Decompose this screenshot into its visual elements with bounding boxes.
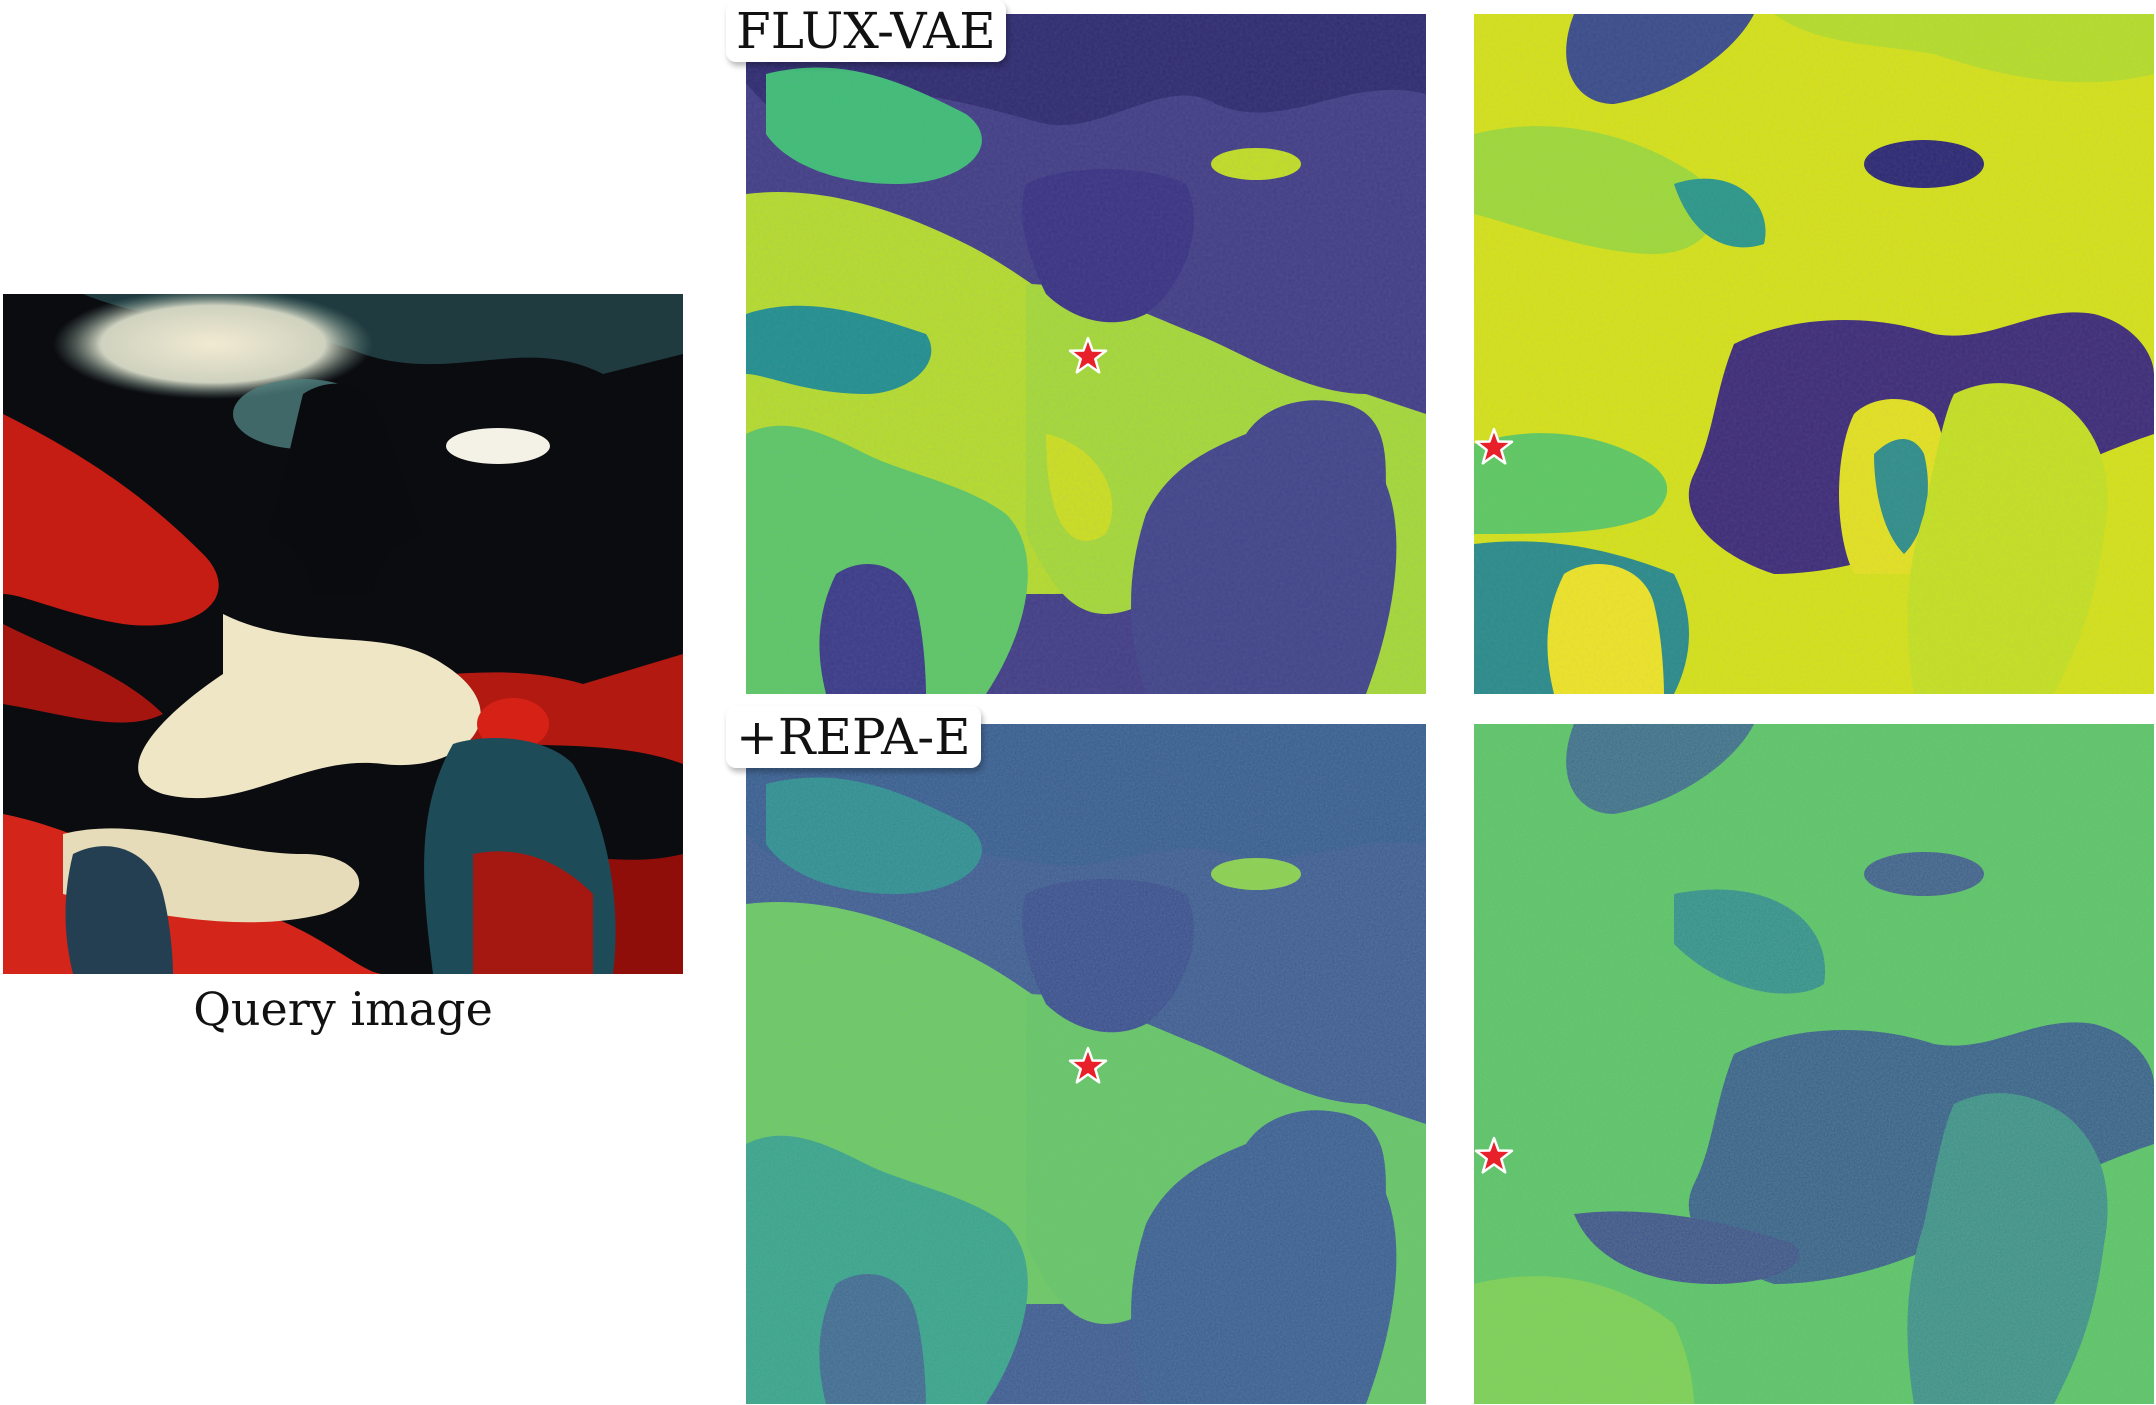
row-label-repa-e: +REPA-E: [726, 706, 981, 768]
star-icon: [1068, 336, 1108, 376]
star-icon: [1474, 1136, 1514, 1176]
similarity-map-repa-e-left: [1474, 724, 2154, 1404]
query-image: [3, 294, 683, 974]
row-label-flux-vae: FLUX-VAE: [726, 0, 1006, 62]
star-icon: [1068, 1046, 1108, 1086]
query-image-caption: Query image: [193, 982, 493, 1036]
similarity-map-flux-vae-left: [1474, 14, 2154, 694]
star-icon: [1474, 427, 1514, 467]
